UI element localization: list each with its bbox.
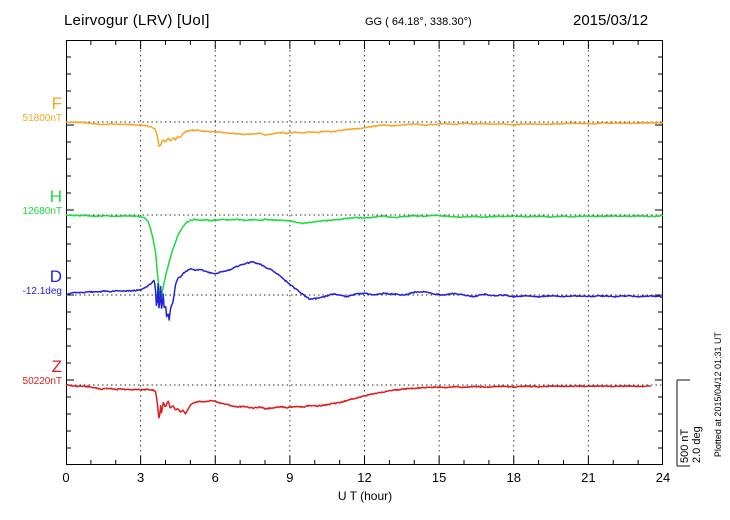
scale-bar-icon (676, 379, 690, 467)
scale-deg-label: 2.0 deg (691, 426, 703, 463)
component-key-h: H (49, 187, 62, 206)
component-key-f: F (51, 94, 62, 113)
component-label-h: H 12680nT (23, 188, 62, 218)
x-tick-label-24: 24 (655, 470, 671, 485)
x-axis-title: U T (hour) (337, 489, 393, 503)
component-label-f: F 51800nT (23, 95, 62, 125)
x-tick-label-18: 18 (506, 470, 521, 485)
component-key-z: Z (51, 357, 62, 376)
scale-nt-label: 500 nT (679, 428, 691, 463)
component-label-d: D -12.1deg (23, 268, 62, 298)
x-tick-label-3: 3 (137, 470, 145, 485)
component-label-z: Z 50220nT (23, 358, 62, 388)
scale-bar-label: 500 nT 2.0 deg (679, 383, 703, 463)
x-tick-label-12: 12 (357, 470, 372, 485)
x-tick-label-9: 9 (286, 470, 294, 485)
component-baseline-f: 51800nT (22, 113, 62, 124)
component-baseline-d: -12.1deg (22, 286, 62, 297)
x-tick-label-15: 15 (431, 470, 447, 485)
component-baseline-z: 50220nT (22, 376, 62, 387)
plot-area (66, 40, 663, 465)
x-tick-label-0: 0 (62, 470, 70, 485)
x-tick-label-6: 6 (211, 470, 219, 485)
component-baseline-h: 12680nT (22, 206, 62, 217)
component-key-d: D (49, 267, 62, 286)
coords-text: GG ( 64.18°, 338.30°) (365, 16, 472, 28)
plotted-timestamp: Plotted at 2015/04/12 01:31 UT (713, 332, 723, 458)
x-tick-label-21: 21 (581, 470, 596, 485)
geographic-coordinates: GG ( 64.18°, 338.30°) (365, 16, 472, 28)
observation-date: 2015/03/12 (573, 12, 649, 29)
page-title: Leirvogur (LRV) [UoI] (64, 12, 210, 29)
plot-canvas (66, 40, 663, 465)
